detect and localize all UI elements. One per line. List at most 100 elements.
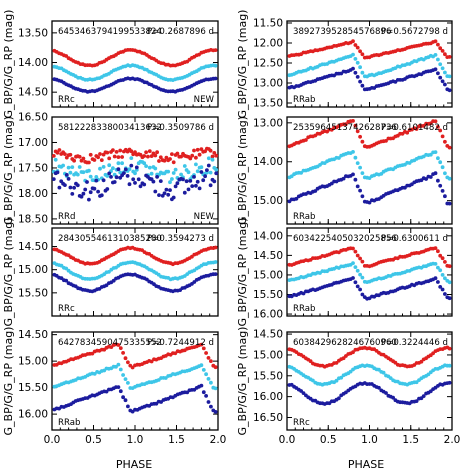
data-point bbox=[358, 65, 362, 70]
data-point bbox=[329, 127, 334, 132]
series-G_RP bbox=[52, 272, 218, 294]
data-point bbox=[79, 194, 84, 199]
data-point bbox=[149, 359, 154, 364]
data-point bbox=[190, 153, 195, 158]
new-label: NEW bbox=[194, 212, 215, 222]
series-G bbox=[52, 362, 218, 391]
data-point bbox=[213, 76, 218, 81]
series-G_RP bbox=[287, 66, 452, 93]
data-point bbox=[213, 245, 218, 250]
panel-3: 16.50 17.00 17.50 18.00 18.50 581222833800341… bbox=[2, 112, 219, 225]
data-point bbox=[358, 134, 362, 139]
data-point bbox=[81, 156, 86, 161]
data-point bbox=[304, 138, 308, 142]
data-point bbox=[351, 119, 355, 123]
source-id-label: 6034225405032025856 bbox=[293, 234, 397, 244]
data-point bbox=[353, 57, 358, 61]
data-point bbox=[81, 170, 86, 175]
data-point bbox=[147, 149, 152, 154]
data-point bbox=[107, 270, 111, 274]
data-point bbox=[206, 163, 211, 168]
y-tick-label: 14.00 bbox=[253, 156, 283, 168]
data-point bbox=[181, 177, 185, 182]
data-point bbox=[51, 154, 56, 158]
data-point bbox=[144, 164, 149, 169]
class-label: RRab bbox=[293, 212, 315, 222]
data-point bbox=[136, 177, 141, 182]
data-point bbox=[438, 253, 443, 258]
data-point bbox=[428, 152, 433, 157]
x-axis-label-left: PHASE bbox=[116, 458, 152, 471]
data-point bbox=[206, 400, 211, 404]
data-point bbox=[179, 154, 184, 159]
data-point bbox=[85, 180, 89, 184]
y-tick-label: 15.50 bbox=[253, 289, 283, 301]
x-tick-label: 1.0 bbox=[361, 434, 378, 446]
data-point bbox=[337, 156, 341, 160]
data-point bbox=[121, 395, 125, 400]
y-tick-label: 15.00 bbox=[253, 269, 283, 281]
data-point bbox=[358, 165, 362, 170]
data-point bbox=[134, 165, 139, 170]
data-point bbox=[92, 158, 97, 162]
data-point bbox=[355, 184, 360, 189]
data-point bbox=[155, 150, 160, 155]
data-point bbox=[87, 197, 91, 202]
data-point bbox=[447, 201, 452, 206]
data-point bbox=[201, 346, 206, 351]
data-point bbox=[355, 284, 360, 289]
data-point bbox=[63, 183, 67, 188]
data-point bbox=[447, 88, 452, 93]
data-point bbox=[436, 265, 440, 270]
data-point bbox=[436, 249, 440, 254]
data-point bbox=[214, 153, 219, 158]
data-point bbox=[184, 179, 189, 184]
data-point bbox=[123, 356, 128, 361]
data-point bbox=[129, 149, 134, 154]
series-G_BP bbox=[287, 345, 452, 369]
data-point bbox=[213, 410, 218, 414]
y-tick-label: 14.50 bbox=[18, 329, 48, 341]
series-G_RP bbox=[287, 276, 452, 301]
data-point bbox=[381, 370, 386, 375]
period-label: P=0.2687896 d bbox=[147, 27, 214, 37]
data-point bbox=[433, 262, 438, 266]
data-point bbox=[57, 148, 62, 152]
data-point bbox=[116, 385, 121, 389]
data-point bbox=[96, 189, 100, 194]
data-point bbox=[440, 273, 445, 277]
data-point bbox=[358, 272, 362, 277]
data-point bbox=[162, 158, 167, 163]
data-point bbox=[384, 391, 388, 395]
data-point bbox=[127, 182, 132, 187]
data-point bbox=[120, 155, 124, 159]
data-point bbox=[353, 265, 358, 269]
class-label: RRd bbox=[58, 212, 75, 222]
y-tick-label: 18.00 bbox=[18, 188, 48, 200]
panel-6: 14.00 14.50 15.00 15.50 16.00 603422540503202… bbox=[236, 218, 453, 326]
x-tick-label: 0.0 bbox=[279, 434, 296, 446]
data-point bbox=[157, 193, 161, 198]
data-point bbox=[72, 185, 76, 190]
data-point bbox=[419, 359, 424, 364]
data-point bbox=[153, 153, 158, 158]
data-point bbox=[118, 389, 123, 394]
data-point bbox=[447, 55, 452, 59]
data-point bbox=[358, 49, 362, 54]
data-point bbox=[162, 191, 167, 196]
data-point bbox=[443, 52, 447, 57]
data-point bbox=[360, 259, 365, 264]
y-tick-label: 15.00 bbox=[253, 349, 283, 361]
data-point bbox=[213, 272, 218, 276]
y-tick-label: 15.50 bbox=[18, 287, 48, 299]
data-point bbox=[64, 173, 69, 177]
data-point bbox=[360, 292, 365, 297]
y-axis-label: G_BP/G/G_RP (mag) bbox=[2, 327, 15, 436]
data-point bbox=[192, 148, 196, 153]
data-point bbox=[182, 164, 187, 168]
class-label: RRc bbox=[293, 418, 310, 428]
series-G_BP bbox=[52, 342, 218, 370]
data-point bbox=[205, 168, 209, 173]
data-point bbox=[194, 155, 198, 160]
y-tick-label: 14.00 bbox=[253, 230, 283, 242]
